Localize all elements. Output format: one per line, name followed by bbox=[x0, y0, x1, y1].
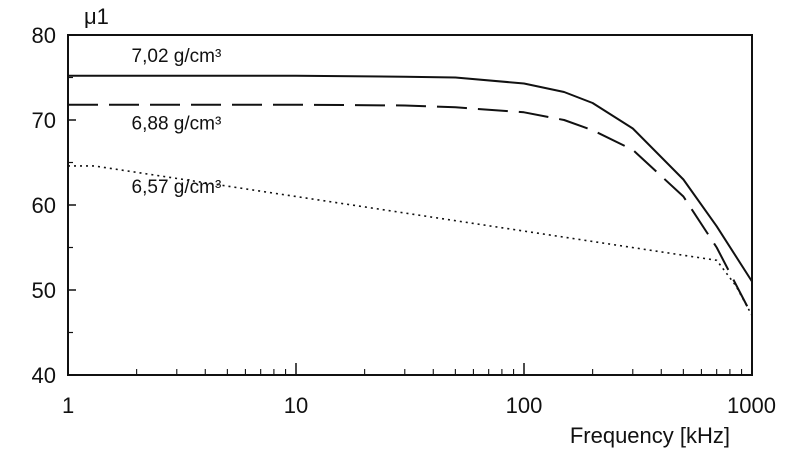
y-tick-label: 80 bbox=[32, 23, 56, 48]
x-tick-label: 1000 bbox=[727, 393, 776, 418]
x-tick-label: 1 bbox=[62, 393, 74, 418]
series-annotation-1: 7,02 g/cm³ bbox=[132, 46, 222, 67]
series-line-1 bbox=[68, 74, 753, 283]
series-annotations: 7,02 g/cm³ 6,88 g/cm³ 6,57 g/cm³ bbox=[132, 46, 222, 198]
axis-tick-labels: 40 50 60 70 80 1 10 100 1000 bbox=[32, 23, 776, 418]
series-line-2 bbox=[68, 103, 753, 316]
plot-area-frame bbox=[67, 34, 753, 376]
y-tick-label: 40 bbox=[32, 363, 56, 388]
y-axis-label: μ1 bbox=[84, 4, 109, 29]
series-annotation-2: 6,88 g/cm³ bbox=[132, 113, 222, 134]
x-tick-label: 100 bbox=[506, 393, 543, 418]
y-tick-label: 50 bbox=[32, 278, 56, 303]
axis-ticks bbox=[67, 34, 753, 376]
series-annotation-3: 6,57 g/cm³ bbox=[132, 177, 222, 198]
series-line-3 bbox=[68, 165, 753, 316]
x-tick-label: 10 bbox=[284, 393, 308, 418]
x-axis-label: Frequency [kHz] bbox=[570, 423, 730, 448]
data-series bbox=[68, 74, 753, 316]
y-tick-label: 70 bbox=[32, 108, 56, 133]
y-tick-label: 60 bbox=[32, 193, 56, 218]
